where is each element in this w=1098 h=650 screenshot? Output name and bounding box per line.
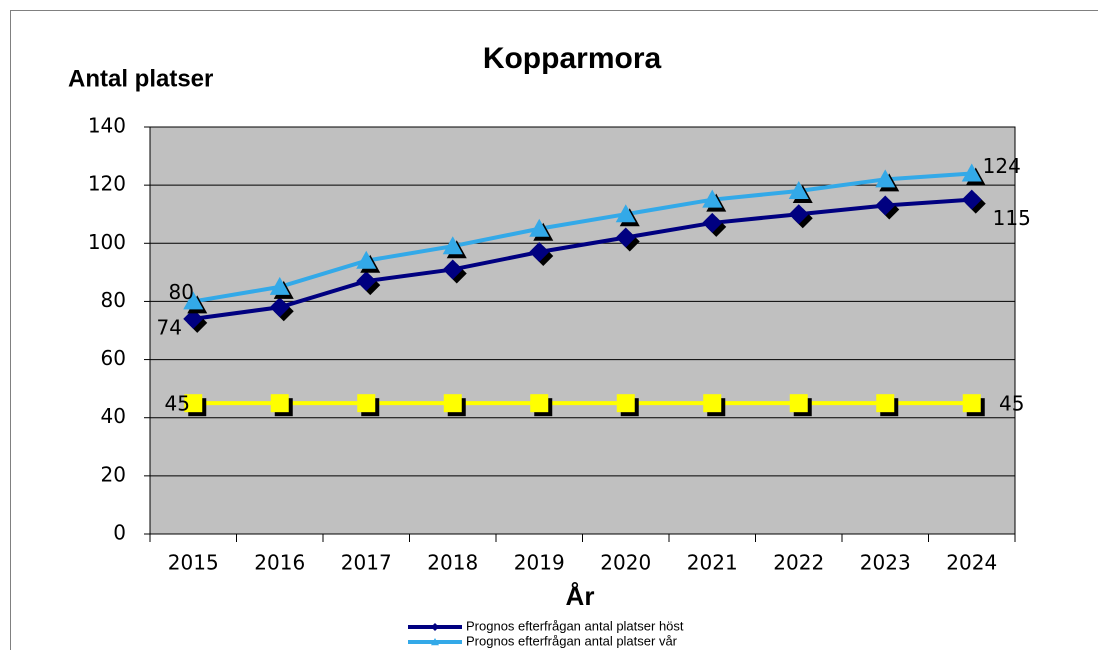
y-tick-label: 60 <box>101 346 126 370</box>
y-tick-label: 20 <box>101 462 126 486</box>
data-label: 74 <box>157 315 182 339</box>
marker <box>961 189 982 210</box>
marker <box>789 394 808 413</box>
legend-marker <box>431 623 439 631</box>
y-tick-label: 140 <box>88 114 126 138</box>
data-label: 115 <box>993 206 1031 230</box>
y-tick-label: 100 <box>88 230 126 254</box>
plot-area <box>149 126 1016 535</box>
marker <box>357 394 376 413</box>
x-tick-label: 2019 <box>514 551 565 575</box>
marker <box>876 394 895 413</box>
series-line <box>192 171 972 304</box>
marker <box>442 236 463 255</box>
series-line <box>192 197 972 321</box>
marker <box>270 394 289 413</box>
marker <box>616 394 635 413</box>
marker <box>703 394 722 413</box>
marker <box>530 394 549 413</box>
x-tick-label: 2015 <box>168 551 219 575</box>
marker <box>183 291 204 310</box>
x-tick-label: 2017 <box>341 551 392 575</box>
marker <box>702 212 723 233</box>
data-label: 80 <box>169 280 194 304</box>
marker <box>443 394 462 413</box>
marker <box>183 308 204 329</box>
marker <box>529 242 550 263</box>
chart-title: Kopparmora <box>483 42 662 75</box>
marker <box>962 394 981 413</box>
legend-label: Prognos efterfrågan antal platser vår <box>466 633 678 648</box>
marker <box>269 297 290 318</box>
y-axis-title: Antal platser <box>68 65 213 92</box>
y-tick-label: 80 <box>101 288 126 312</box>
marker <box>702 189 723 208</box>
marker <box>184 394 203 413</box>
marker <box>615 227 636 248</box>
x-tick-label: 2016 <box>254 551 305 575</box>
y-tick-label: 40 <box>101 404 126 428</box>
x-tick-label: 2021 <box>687 551 738 575</box>
x-tick-label: 2024 <box>946 551 997 575</box>
marker <box>269 276 290 295</box>
legend-marker <box>431 638 439 646</box>
x-tick-label: 2020 <box>600 551 651 575</box>
data-label: 45 <box>999 392 1024 416</box>
x-axis-title: År <box>566 581 595 611</box>
y-tick-label: 120 <box>88 172 126 196</box>
marker <box>788 180 809 199</box>
x-tick-label: 2018 <box>427 551 478 575</box>
marker <box>442 259 463 280</box>
legend-label: Prognos efterfrågan antal platser höst <box>466 618 684 633</box>
data-label: 45 <box>165 392 190 416</box>
marker <box>356 250 377 269</box>
marker <box>615 204 636 223</box>
marker <box>529 218 550 237</box>
marker <box>961 163 982 182</box>
x-tick-label: 2022 <box>773 551 824 575</box>
data-label: 124 <box>983 154 1021 178</box>
marker <box>788 204 809 225</box>
y-tick-label: 0 <box>113 521 126 545</box>
marker <box>875 195 896 216</box>
marker <box>356 271 377 292</box>
x-tick-label: 2023 <box>860 551 911 575</box>
marker <box>875 169 896 188</box>
